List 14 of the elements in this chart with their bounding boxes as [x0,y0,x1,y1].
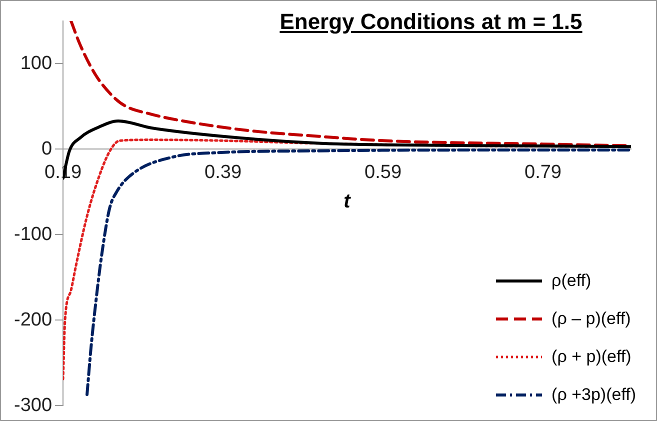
x-tick-label: 0.79 [524,162,562,183]
y-tick-label: -200 [14,309,52,330]
legend-label: (ρ + p)(eff) [552,347,632,367]
legend-label: (ρ +3p)(eff) [552,385,636,405]
y-tick-label: 0 [41,138,52,160]
y-tick-label: 100 [20,52,52,74]
legend-label: ρ(eff) [552,271,592,291]
y-tick-label: -100 [14,224,52,245]
y-tick-label: -300 [14,394,52,416]
chart-title: Energy Conditions at m = 1.5 [278,9,584,35]
x-axis-title: t [344,190,352,213]
legend-label: (ρ – p)(eff) [552,309,631,329]
x-tick-label: 0.39 [204,162,242,183]
x-tick-label: 0.59 [364,162,402,183]
